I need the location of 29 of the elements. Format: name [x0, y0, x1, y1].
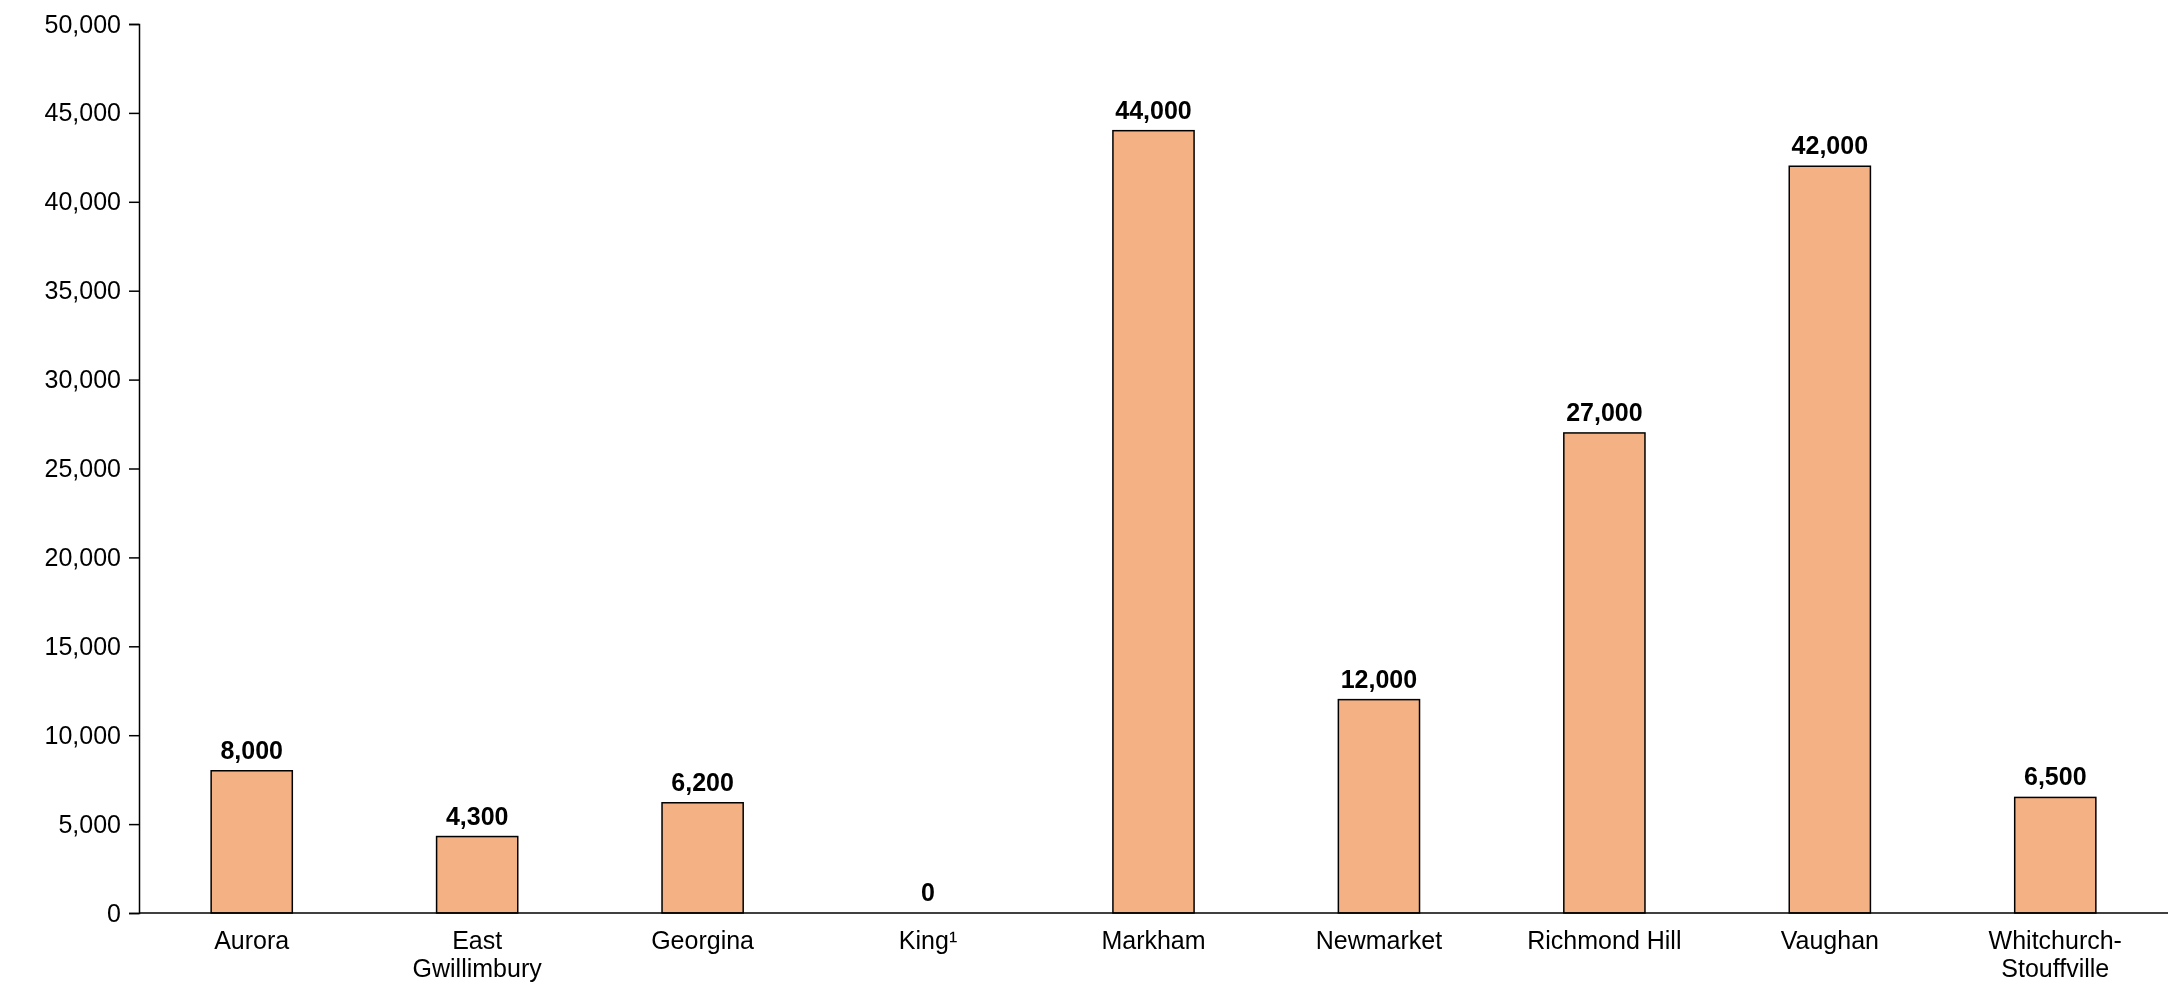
y-tick-label: 35,000 — [44, 276, 121, 305]
x-tick-label: Newmarket — [1315, 926, 1443, 954]
y-tick-label: 15,000 — [44, 631, 121, 660]
data-label: 0 — [921, 878, 936, 906]
x-tick-label: Markham — [1101, 926, 1206, 954]
y-tick-label: 20,000 — [44, 542, 121, 571]
x-tick-label: Aurora — [214, 926, 290, 954]
data-label: 27,000 — [1566, 397, 1643, 426]
x-tick-label: East Gwillimbury — [412, 926, 543, 982]
y-tick-label: 25,000 — [44, 454, 121, 482]
y-tick-label: 0 — [107, 898, 121, 927]
y-tick-label: 10,000 — [44, 720, 121, 749]
x-tick-label: Richmond Hill — [1527, 926, 1682, 954]
x-tick-label: Vaughan — [1780, 926, 1879, 954]
x-tick-label: Georgina — [651, 926, 755, 954]
y-tick-label: 50,000 — [44, 9, 121, 38]
y-tick-label: 40,000 — [44, 187, 121, 216]
x-tick-label: Whitchurch-Stouffville — [1988, 926, 2122, 982]
data-label: 4,300 — [445, 801, 509, 830]
y-tick-label: 45,000 — [44, 98, 121, 127]
data-label: 8,000 — [220, 735, 283, 764]
y-tick-label: 5,000 — [58, 809, 121, 838]
data-label: 44,000 — [1115, 95, 1192, 124]
data-label: 6,500 — [2024, 762, 2087, 791]
y-tick-label: 30,000 — [44, 365, 121, 394]
x-tick-label: King¹ — [898, 926, 958, 954]
data-label: 12,000 — [1340, 664, 1418, 693]
data-label: 42,000 — [1791, 131, 1869, 160]
data-label: 6,200 — [671, 767, 734, 796]
